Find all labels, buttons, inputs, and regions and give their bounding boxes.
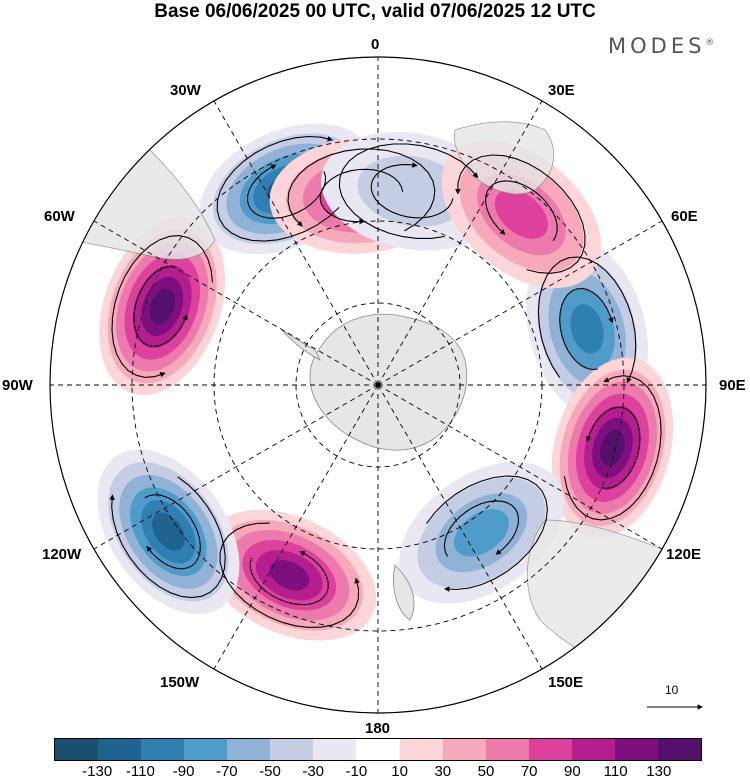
streamline-4-0 xyxy=(144,494,201,570)
colorbar-tick-6: -10 xyxy=(345,763,368,780)
streamline-9-0 xyxy=(485,180,558,242)
meridian-30 xyxy=(377,95,546,386)
lon-label-90w: 90W xyxy=(2,377,33,394)
lon-label-0: 0 xyxy=(371,36,380,53)
lon-label-150w: 150W xyxy=(160,674,200,691)
colorbar-swatch-1 xyxy=(98,739,142,760)
meridian-330 xyxy=(210,95,379,386)
colorbar-swatch-2 xyxy=(141,739,185,760)
colorbar-swatch-5 xyxy=(270,739,314,760)
streamline-7-0 xyxy=(319,168,404,225)
colorbar-swatch-4 xyxy=(227,739,271,760)
colorbar-labels: -130 -110 -90 -70 -50 -30 -10 10 30 50 70 90 110 130 xyxy=(0,763,750,783)
meridian-120 xyxy=(377,384,668,553)
streamline-6-1 xyxy=(216,135,340,242)
meridian-240 xyxy=(88,384,379,553)
anomaly-9-level-3 xyxy=(494,189,548,239)
streamline-5-1 xyxy=(111,235,214,378)
colorbar-tick-1: -110 xyxy=(125,763,155,780)
colorbar-swatch-13 xyxy=(614,739,658,760)
anomaly-5-level-6 xyxy=(149,288,175,325)
streamline-7-1 xyxy=(287,148,436,232)
anomaly-0-level-4 xyxy=(570,304,604,354)
colorbar-tick-4: -50 xyxy=(259,763,281,780)
streamline-5-0 xyxy=(133,266,188,347)
colorbar-swatch-14 xyxy=(657,739,701,760)
lon-label-180: 180 xyxy=(365,720,391,737)
streamline-2-1 xyxy=(426,475,548,592)
anomaly-2-level-3 xyxy=(454,509,509,557)
colorbar-swatch-0 xyxy=(55,739,99,760)
meridian-150 xyxy=(377,384,546,675)
colorbar-tick-0: -130 xyxy=(82,763,113,780)
south-pole-marker xyxy=(375,382,381,388)
colorbar-tick-12: 110 xyxy=(603,763,628,780)
colorbar-swatch-12 xyxy=(571,739,615,760)
brand-logo: MODES® xyxy=(608,34,714,58)
lon-label-120w: 120W xyxy=(42,546,82,563)
streamline-1-1 xyxy=(563,375,662,521)
antarctica-landmass xyxy=(309,313,468,451)
colorbar-swatch-10 xyxy=(485,739,529,760)
map-title: Base 06/06/2025 00 UTC, valid 07/06/2025… xyxy=(154,1,596,22)
streamline-9-1 xyxy=(455,154,586,274)
colorbar-tick-10: 70 xyxy=(520,763,538,780)
colorbar-swatch-7 xyxy=(356,739,400,760)
map-boundary xyxy=(49,56,707,714)
colorbar-swatch-3 xyxy=(184,739,228,760)
streamline-0-1 xyxy=(537,256,637,384)
streamlines xyxy=(109,135,662,628)
lon-label-30w: 30W xyxy=(170,82,201,99)
graticule xyxy=(50,57,706,713)
streamline-1-0 xyxy=(586,406,641,489)
anomaly-1-level-6 xyxy=(600,429,625,466)
colorbar-tick-9: 50 xyxy=(477,763,495,780)
streamline-8-1 xyxy=(338,143,479,239)
land-masses xyxy=(69,121,691,691)
streamline-2-0 xyxy=(443,500,520,557)
meridian-60 xyxy=(377,217,668,386)
colorbar-swatch-11 xyxy=(528,739,572,760)
streamline-3-0 xyxy=(249,551,329,606)
colorbar-tick-13: 130 xyxy=(646,763,672,780)
streamline-8-0 xyxy=(370,162,454,219)
anomaly-4-level-5 xyxy=(152,512,185,551)
brand-mark: ® xyxy=(705,38,715,48)
meridian-300 xyxy=(88,217,379,386)
colorbar-swatch-9 xyxy=(442,739,486,760)
colorbar-tick-5: -30 xyxy=(302,763,325,780)
streamline-3-1 xyxy=(219,522,360,628)
streamline-4-1 xyxy=(109,476,226,599)
colorbar-swatch-6 xyxy=(313,739,357,760)
vector-reference-label: 10 xyxy=(665,683,679,697)
streamline-0-0 xyxy=(559,287,614,371)
lon-label-60w: 60W xyxy=(44,208,75,225)
colorbar-tick-2: -90 xyxy=(172,763,195,780)
colorbar-tick-8: 30 xyxy=(434,763,452,780)
lon-label-120e: 120E xyxy=(666,546,702,563)
lon-label-90e: 90E xyxy=(719,377,746,394)
lon-label-60e: 60E xyxy=(671,208,698,225)
colorbar-tick-7: 10 xyxy=(391,763,408,780)
colorbar-tick-3: -70 xyxy=(215,763,238,780)
anomaly-field xyxy=(97,123,674,641)
lon-label-150e: 150E xyxy=(548,674,584,691)
africa-landmass xyxy=(453,121,554,195)
anomaly-3-level-5 xyxy=(269,560,310,591)
colorbar-swatch-8 xyxy=(399,739,443,760)
brand-name: MODES xyxy=(608,34,706,58)
meridian-210 xyxy=(210,384,379,675)
colorbar xyxy=(54,738,702,761)
colorbar-tick-11: 90 xyxy=(564,763,581,780)
new-zealand-landmass xyxy=(393,564,415,621)
lon-label-30e: 30E xyxy=(548,82,575,99)
